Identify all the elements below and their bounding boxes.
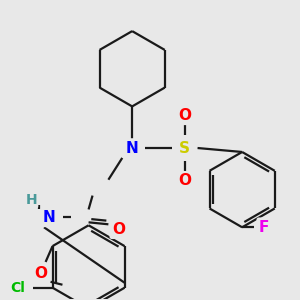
Text: F: F [259, 220, 269, 235]
Text: O: O [112, 222, 125, 237]
Text: H: H [25, 193, 37, 206]
Text: Cl: Cl [11, 281, 25, 295]
Text: S: S [179, 140, 190, 155]
Text: O: O [178, 173, 191, 188]
Text: O: O [34, 266, 47, 281]
Text: O: O [178, 108, 191, 123]
Text: N: N [126, 140, 139, 155]
Text: N: N [43, 210, 55, 225]
